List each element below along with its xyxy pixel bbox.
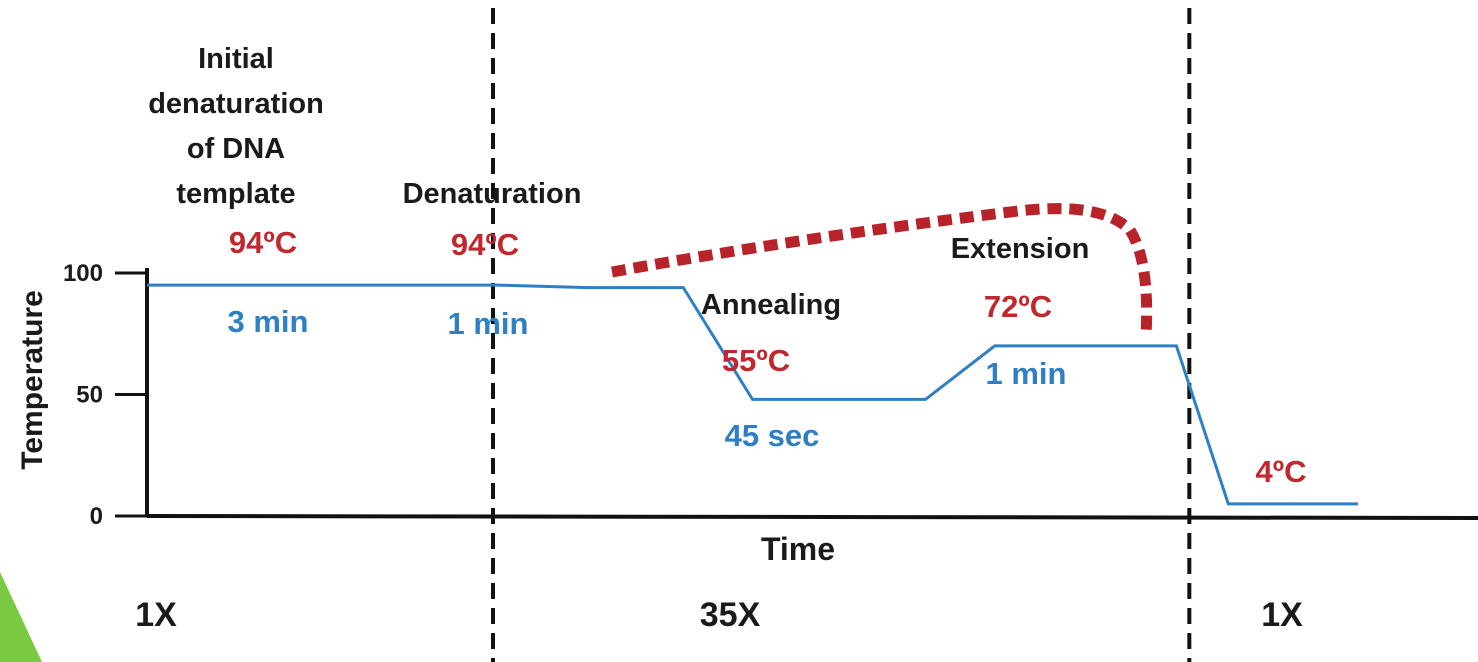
step-temperature: 94ºC [229, 225, 297, 260]
step-temperature: 72ºC [984, 289, 1052, 324]
step-name-line: Initial [198, 43, 274, 75]
step-duration: 1 min [986, 356, 1067, 391]
step-duration: 45 sec [725, 418, 820, 453]
step-annealing: Annealing 55ºC 45 sec [701, 289, 841, 453]
phase-dividers [491, 8, 1192, 662]
cycle-count-main: 35X [700, 596, 761, 634]
step-duration: 1 min [448, 306, 529, 341]
y-tick-label: 50 [76, 382, 103, 409]
step-temperature: 4ºC [1256, 454, 1307, 489]
x-axis-label: Time [761, 531, 835, 567]
step-name-line: of DNA [187, 133, 285, 165]
step-final-hold: 4ºC [1256, 454, 1307, 489]
step-temperature: 94ºC [451, 227, 519, 262]
step-temperature: 55ºC [722, 343, 790, 378]
y-tick-label: 100 [63, 260, 103, 287]
green-corner-shape [0, 572, 42, 662]
step-name-line: Denaturation [403, 178, 582, 210]
x-axis [146, 514, 1478, 520]
cycle-count-final: 1X [1261, 596, 1303, 634]
y-tick-marks [115, 271, 147, 518]
y-axis-label: Temperature [16, 290, 49, 470]
step-initial-denaturation: Initial denaturation of DNA template 94º… [148, 43, 324, 339]
step-name-line: template [176, 178, 295, 210]
step-name-line: Annealing [701, 289, 841, 321]
step-extension: Extension 72ºC 1 min [951, 233, 1090, 391]
y-tick-labels: 0 50 100 [63, 260, 103, 530]
step-name-line: Extension [951, 233, 1090, 265]
step-name-line: denaturation [148, 88, 324, 120]
cycle-repeat-arc [611, 203, 1153, 336]
series-line [147, 283, 1358, 506]
step-denaturation: Denaturation 94ºC 1 min [403, 178, 582, 341]
cycle-count-initial: 1X [135, 596, 177, 634]
y-tick-label: 0 [90, 503, 103, 530]
step-duration: 3 min [228, 304, 309, 339]
